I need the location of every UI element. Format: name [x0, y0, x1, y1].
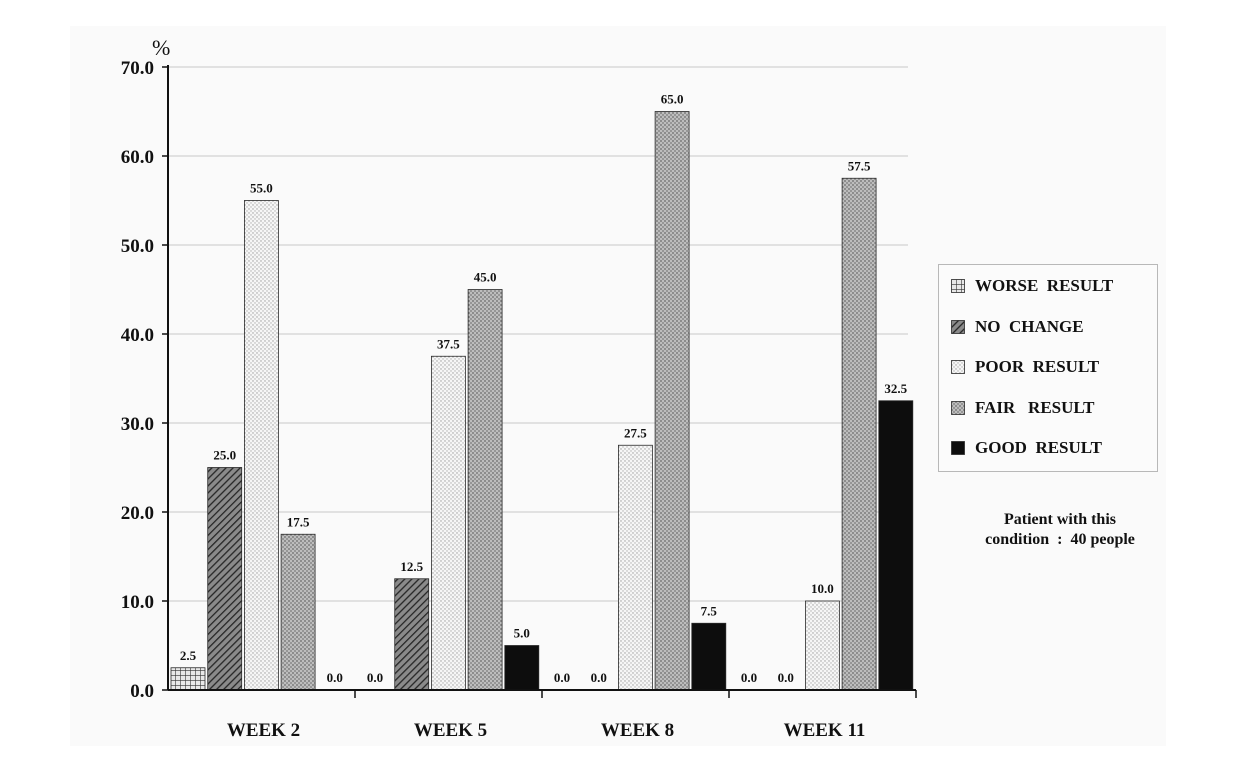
- legend-label: NO CHANGE: [975, 316, 1084, 336]
- legend: WORSE RESULT NO CHANGE POOR RESULT FAIR RES…: [938, 264, 1158, 472]
- y-tick-label: 70.0: [121, 58, 154, 79]
- y-unit-label: %: [152, 35, 170, 60]
- labels: 0.0 10.0 20.0 30.0 40.0 50.0 60.0 70.0% WEEK 2 2.…: [121, 35, 908, 741]
- legend-swatch: [951, 400, 965, 415]
- bar: [805, 600, 840, 691]
- bar-value-label: 25.0: [213, 448, 236, 463]
- legend-swatch: [951, 441, 965, 455]
- bar-value-label: 7.5: [701, 603, 718, 618]
- bar: [467, 289, 503, 691]
- bar-value-label: 2.5: [180, 648, 197, 663]
- y-tick-label: 60.0: [121, 147, 154, 168]
- legend-item: WORSE RESULT: [951, 275, 1113, 297]
- bar-value-label: 10.0: [811, 581, 834, 596]
- y-tick-label: 50.0: [121, 236, 154, 257]
- bar-value-label: 17.5: [287, 514, 310, 529]
- bar: [841, 177, 877, 691]
- x-category-label: WEEK 5: [414, 720, 487, 741]
- legend-label: WORSE RESULT: [975, 276, 1114, 295]
- bar-value-label: 57.5: [848, 158, 871, 173]
- y-tick-label: 10.0: [121, 592, 154, 613]
- bar-value-label: 0.0: [741, 670, 757, 685]
- legend-label: POOR RESULT: [975, 357, 1100, 376]
- bar-value-label: 65.0: [661, 92, 684, 107]
- note-line-1: Patient with this: [1004, 511, 1116, 528]
- x-category-label: WEEK 11: [784, 720, 866, 741]
- bar: [691, 622, 727, 691]
- bar: [243, 200, 279, 691]
- x-category-label: WEEK 8: [601, 720, 674, 741]
- y-tick-label: 30.0: [121, 414, 154, 435]
- y-tick-label: 20.0: [121, 503, 154, 524]
- legend-label: GOOD RESULT: [975, 438, 1102, 457]
- bar-value-label: 37.5: [437, 336, 460, 351]
- bar: [654, 111, 690, 691]
- bar-value-label: 5.0: [514, 626, 530, 641]
- bar: [394, 578, 430, 691]
- bar-value-label: 0.0: [367, 670, 383, 685]
- bar-value-label: 12.5: [400, 559, 423, 574]
- bar: [430, 355, 466, 691]
- bar: [504, 645, 540, 691]
- y-tick-label: 40.0: [121, 325, 154, 346]
- legend-item: POOR RESULT: [951, 356, 1099, 378]
- bar-value-label: 0.0: [327, 670, 343, 685]
- note-line-2: condition : 40 people: [985, 531, 1135, 548]
- bar: [878, 400, 914, 691]
- bar-value-label: 45.0: [474, 270, 497, 285]
- legend-item: NO CHANGE: [951, 316, 1084, 338]
- bar-value-label: 0.0: [554, 670, 570, 685]
- bar-value-label: 32.5: [884, 381, 907, 396]
- bar: [280, 533, 316, 691]
- legend-swatch: [951, 360, 965, 374]
- legend-swatch: [951, 319, 965, 334]
- bars: [170, 111, 914, 691]
- legend-item: GOOD RESULT: [951, 437, 1102, 459]
- axes: [162, 65, 917, 698]
- bar-value-label: 27.5: [624, 425, 647, 440]
- legend-item: FAIR RESULT: [951, 397, 1095, 419]
- bar-value-label: 55.0: [250, 181, 273, 196]
- bar: [170, 667, 206, 691]
- bar: [207, 467, 243, 691]
- grid-lines: [168, 66, 908, 602]
- bar-value-label: 0.0: [778, 670, 794, 685]
- y-tick-label: 0.0: [130, 681, 154, 702]
- bar: [618, 444, 653, 691]
- x-category-label: WEEK 2: [227, 720, 300, 741]
- patient-note: Patient with this condition : 40 people: [960, 510, 1160, 550]
- bar-value-label: 0.0: [591, 670, 607, 685]
- legend-swatch: [951, 279, 965, 293]
- legend-label: FAIR RESULT: [975, 397, 1095, 417]
